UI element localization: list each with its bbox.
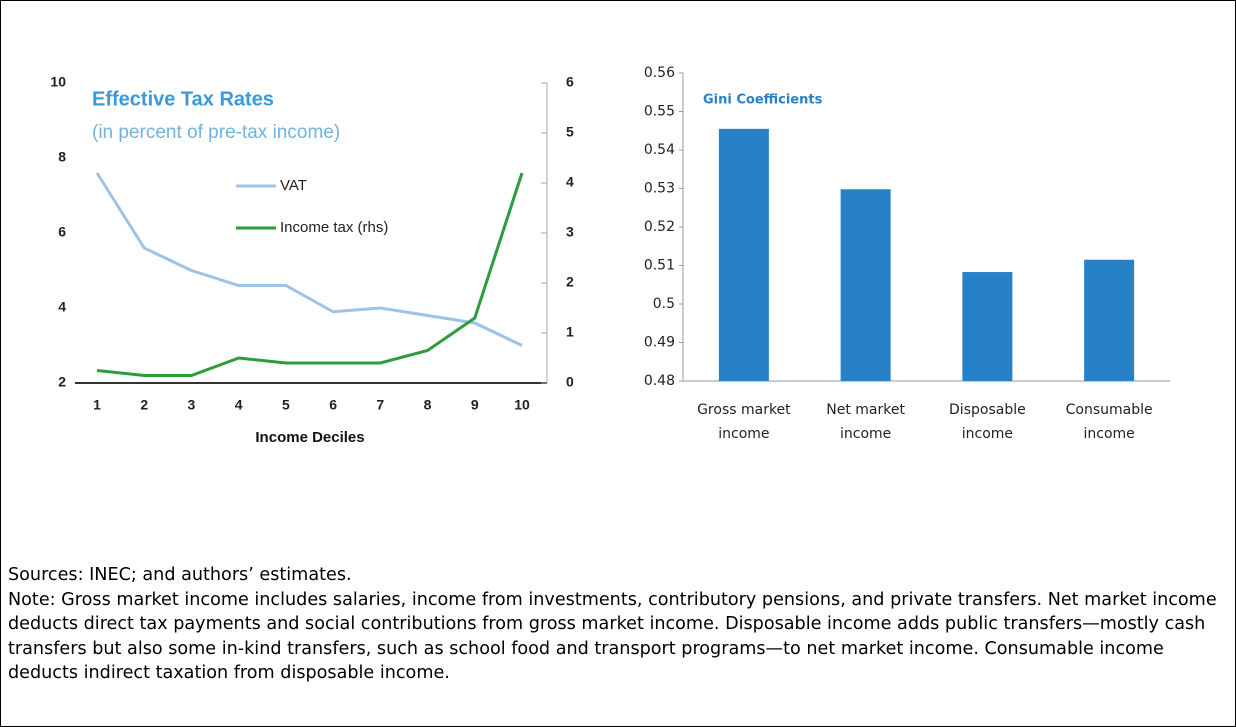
y-tick-label: 0.5 bbox=[653, 296, 675, 312]
y-tick-label: 0.52 bbox=[644, 219, 675, 235]
y-tick-label: 2 bbox=[58, 374, 66, 390]
y2-tick-label: 2 bbox=[566, 274, 574, 290]
y-tick-label: 0.49 bbox=[644, 335, 675, 351]
notes: Sources: INEC; and authors’ estimates. N… bbox=[8, 563, 1226, 686]
x-tick-label: 1 bbox=[93, 397, 101, 413]
y-tick-label: 4 bbox=[58, 299, 66, 315]
x-axis-label: Income Deciles bbox=[255, 429, 364, 446]
left-subtitle: (in percent of pre-tax income) bbox=[92, 122, 340, 143]
x-tick-label: 6 bbox=[329, 397, 337, 413]
left-title: Effective Tax Rates bbox=[92, 88, 274, 110]
x-tick-label: 10 bbox=[514, 397, 530, 413]
right-title: Gini Coefficients bbox=[703, 93, 823, 108]
series-line bbox=[96, 172, 524, 377]
bar bbox=[962, 272, 1013, 381]
y-tick-label: 0.54 bbox=[644, 142, 675, 158]
y-tick-label: 0.51 bbox=[644, 258, 675, 274]
bar bbox=[1084, 259, 1135, 381]
x-tick-label: 9 bbox=[471, 397, 479, 413]
y2-tick-label: 6 bbox=[566, 74, 574, 90]
x-tick-label: 7 bbox=[376, 397, 384, 413]
sources: Sources: INEC; and authors’ estimates. bbox=[8, 565, 352, 585]
y2-tick-label: 1 bbox=[566, 324, 574, 340]
x-tick-label: 8 bbox=[424, 397, 432, 413]
x-tick-label: Disposable income bbox=[949, 402, 1026, 442]
y-tick-label: 0.53 bbox=[644, 181, 675, 197]
legend-label: VAT bbox=[280, 177, 307, 194]
y2-tick-label: 4 bbox=[566, 174, 574, 190]
x-tick-label: Gross market income bbox=[697, 402, 791, 442]
bar bbox=[718, 128, 769, 381]
y-tick-label: 0.48 bbox=[644, 373, 675, 389]
y-tick-label: 0.55 bbox=[644, 104, 675, 120]
series-line bbox=[95, 172, 523, 347]
legend-label: Income tax (rhs) bbox=[280, 219, 388, 236]
y-tick-label: 6 bbox=[58, 224, 66, 240]
bar bbox=[840, 189, 891, 381]
charts: Effective Tax Rates (in percent of pre-t… bbox=[50, 65, 1170, 446]
y2-tick-label: 3 bbox=[566, 224, 574, 240]
x-tick-label: 2 bbox=[140, 397, 148, 413]
x-tick-label: 3 bbox=[188, 397, 196, 413]
x-tick-label: 4 bbox=[235, 397, 243, 413]
y2-tick-label: 5 bbox=[566, 124, 574, 140]
y-tick-label: 10 bbox=[50, 74, 66, 90]
x-tick-label: Consumable income bbox=[1065, 402, 1153, 442]
x-tick-label: 5 bbox=[282, 397, 290, 413]
y2-tick-label: 0 bbox=[566, 374, 574, 390]
x-tick-label: Net market income bbox=[826, 402, 905, 442]
note: Note: Gross market income includes salar… bbox=[8, 589, 1217, 684]
y-tick-label: 0.56 bbox=[644, 65, 675, 81]
y-tick-label: 8 bbox=[58, 149, 66, 165]
